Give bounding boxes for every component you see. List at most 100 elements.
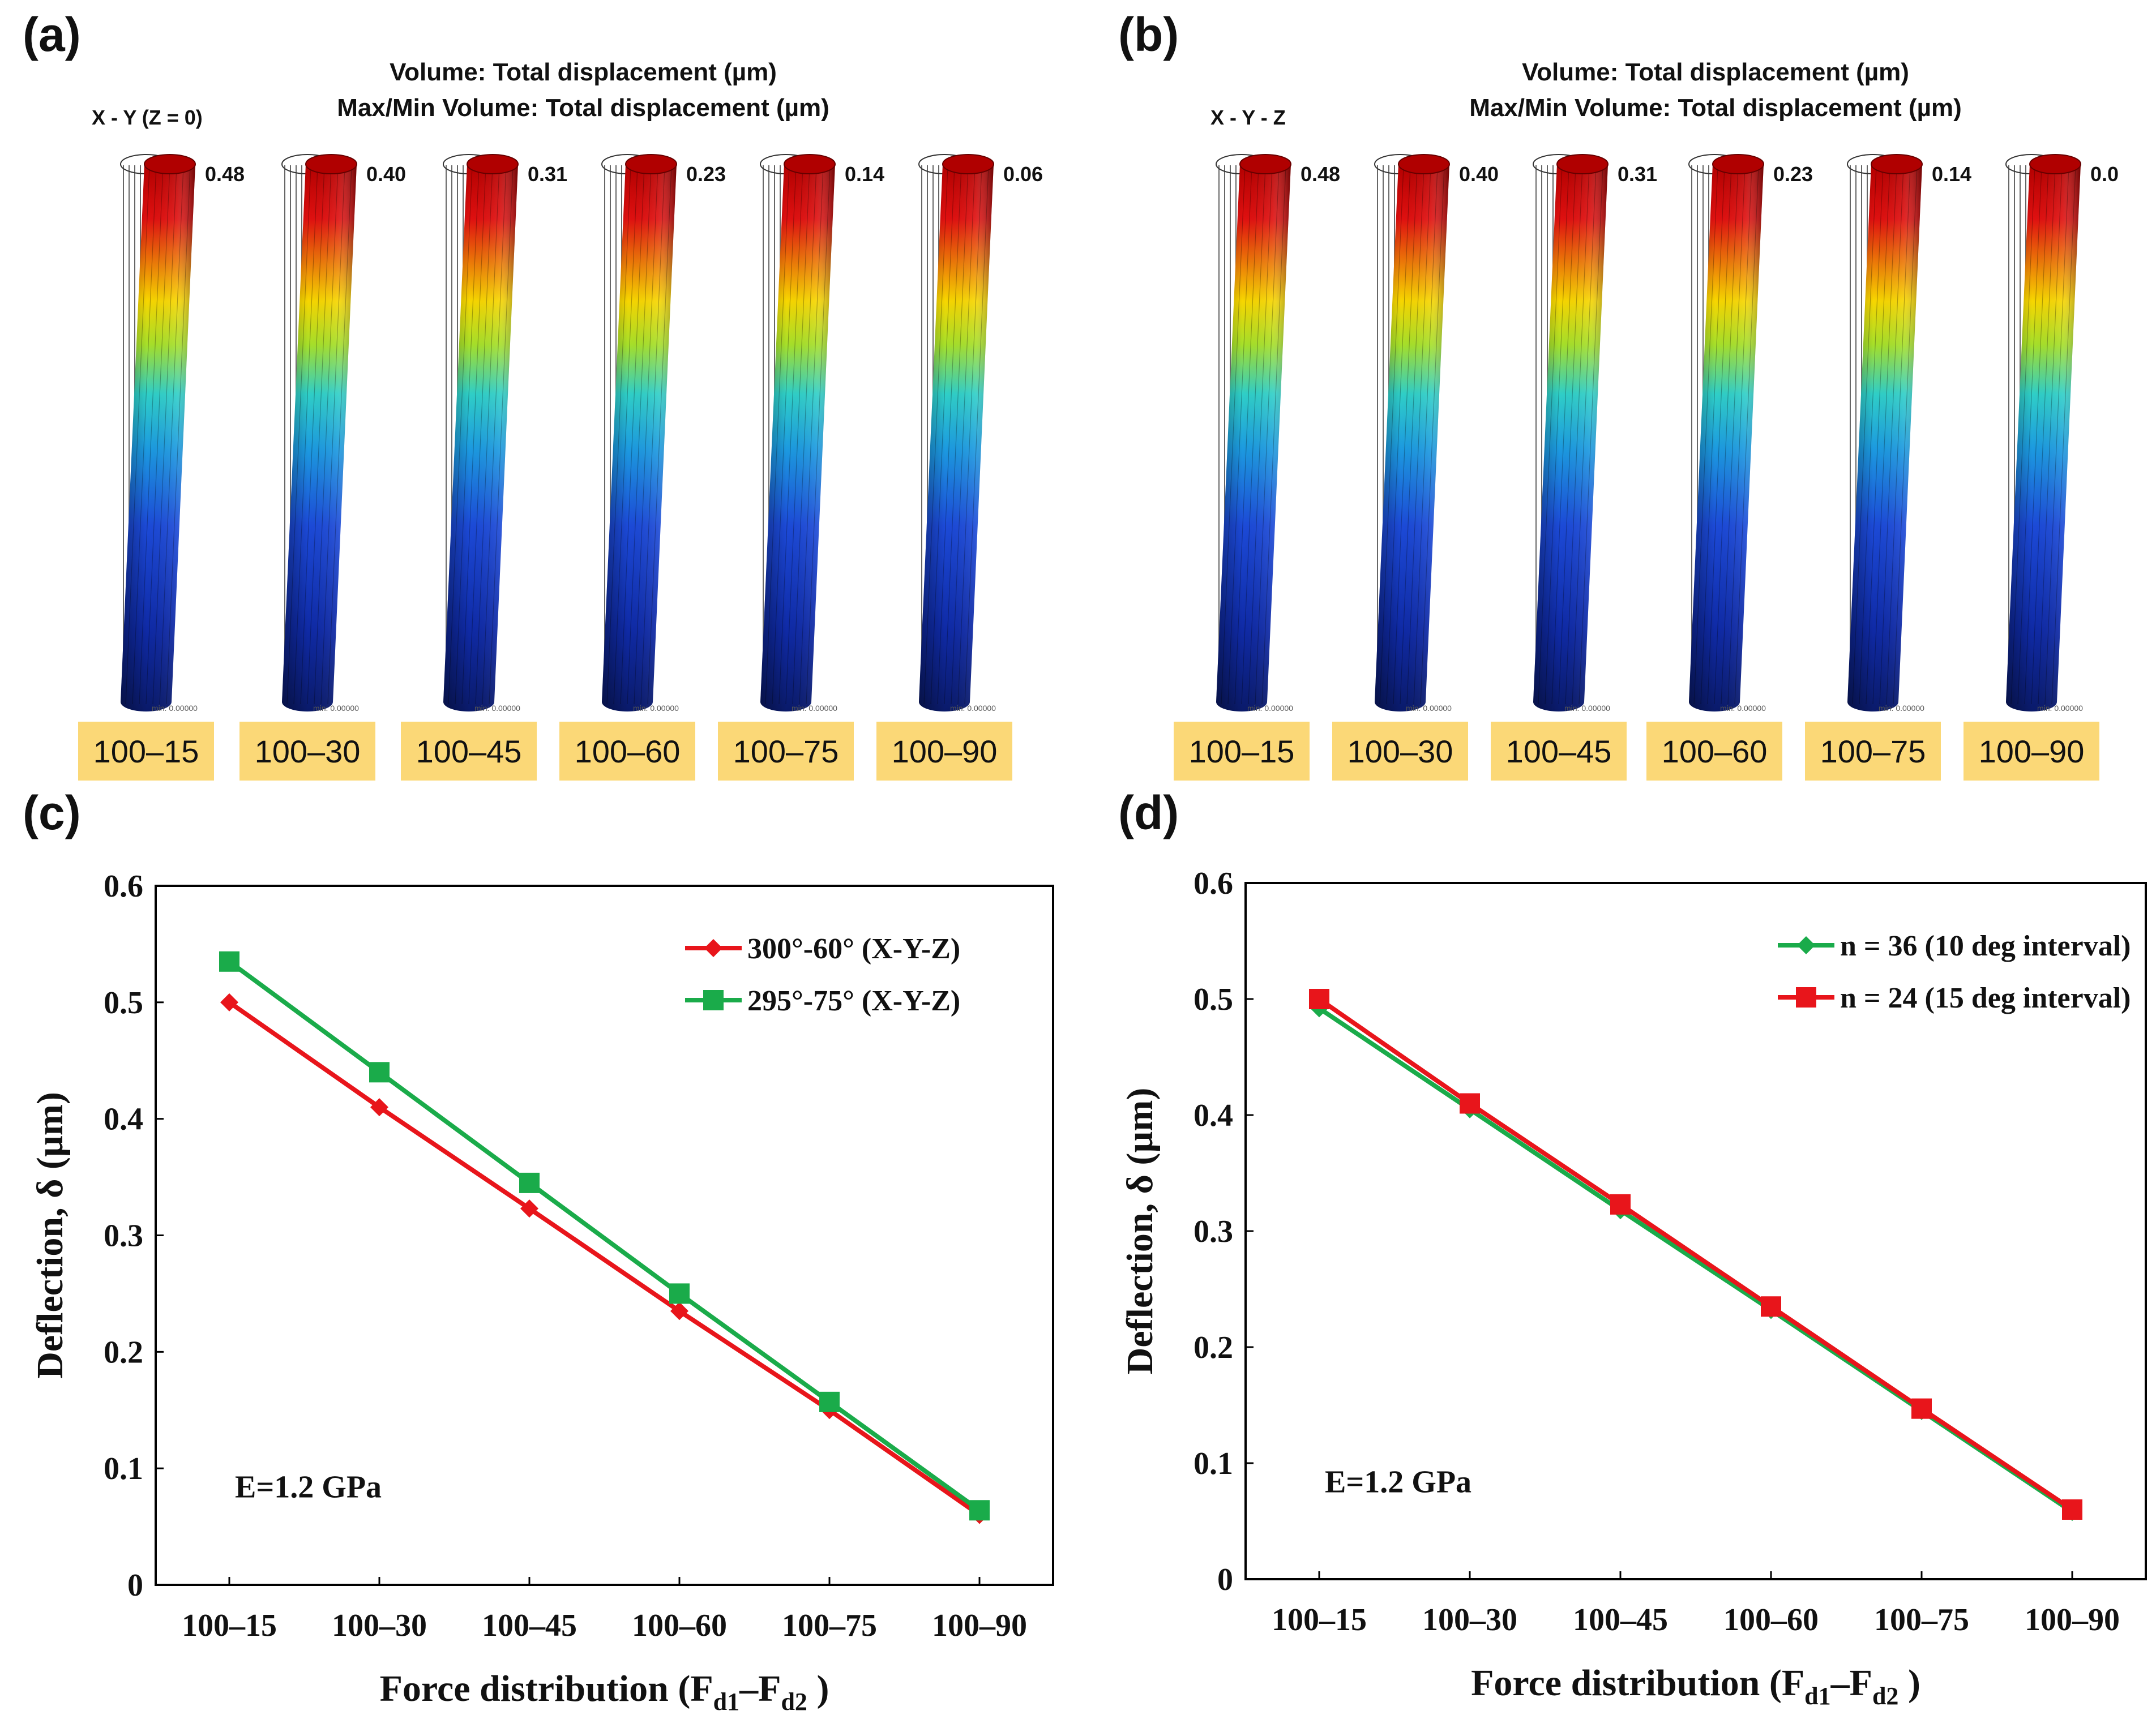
- legend: 300°-60° (X-Y-Z) 295°-75° (X-Y-Z): [685, 933, 960, 1017]
- min-value-label: min: 0.00000: [1879, 704, 1924, 713]
- data-point: [1610, 1194, 1631, 1215]
- x-tick-label: 100–45: [482, 1608, 577, 1643]
- min-value-label: min: 0.00000: [2037, 704, 2083, 713]
- cylinder-top: [784, 154, 836, 174]
- y-tick-label: 0.1: [104, 1451, 143, 1486]
- y-axis-label: Deflection, δ (µm): [29, 1092, 71, 1379]
- panel-label-c: (c): [23, 786, 81, 839]
- legend-item-1: n = 36 (10 deg interval): [1778, 930, 2131, 962]
- chart-c: 0 0.1 0.2 0.3 0.4 0.5 0.6 100–15 100–30 100–45 100…: [29, 869, 1054, 1716]
- min-value-label: min: 0.00000: [950, 704, 996, 713]
- case-label-4: 100–60: [1646, 722, 1782, 781]
- min-value-label: min: 0.00000: [792, 704, 837, 713]
- case-label-3: 100–45: [1491, 722, 1627, 781]
- cylinder-b-1: 0.48 min: 0.00000 100–15: [1174, 154, 1340, 781]
- cylinder-top: [1398, 154, 1450, 174]
- legend-label: n = 24 (15 deg interval): [1840, 982, 2131, 1014]
- max-value-label: 0.06: [1003, 162, 1043, 186]
- x-axis-label: Force distribution (Fd1–Fd2 ): [380, 1668, 829, 1716]
- cylinder-top: [1556, 154, 1609, 174]
- case-text: 100–30: [1348, 734, 1453, 769]
- case-label-1: 100–15: [1174, 722, 1310, 781]
- min-value-label: min: 0.00000: [474, 704, 520, 713]
- data-point: [220, 993, 238, 1011]
- legend-item-1: 300°-60° (X-Y-Z): [685, 933, 960, 965]
- y-tick-label: 0.4: [104, 1102, 143, 1137]
- max-value-label: 0.23: [686, 162, 726, 186]
- data-point: [1460, 1093, 1480, 1114]
- x-tick-label: 100–90: [932, 1608, 1027, 1643]
- y-tick-label: 0.4: [1194, 1098, 1233, 1133]
- panel-d: (d) 0 0.1 0.2 0.3 0.4 0.5 0.6 100–15 100–30 100–4…: [1118, 786, 2147, 1710]
- x-tick-label: 100–15: [1272, 1602, 1367, 1637]
- data-point: [1309, 989, 1329, 1009]
- max-value-label: 0.23: [1773, 162, 1813, 186]
- y-axis-label: Deflection, δ (µm): [1119, 1088, 1161, 1375]
- cylinder-b-2: 0.40 min: 0.00000 100–30: [1332, 154, 1499, 781]
- panel-label-d: (d): [1118, 786, 1179, 839]
- data-point: [1761, 1296, 1781, 1317]
- header-line1-b: Volume: Total displacement (µm): [1522, 58, 1909, 86]
- cylinder-top: [467, 154, 519, 174]
- view-label-a: X - Y (Z = 0): [92, 106, 203, 129]
- cylinder-row-a: 0.48 min: 0.00000 100–15 0.40 min: 0.00000 10…: [78, 154, 1043, 781]
- case-text: 100–45: [1506, 734, 1612, 769]
- y-tick-label: 0.3: [1194, 1214, 1233, 1249]
- cylinder-a-1: 0.48 min: 0.00000 100–15: [78, 154, 245, 781]
- legend-label: 295°-75° (X-Y-Z): [747, 985, 960, 1017]
- cylinder-a-6: 0.06 min: 0.00000 100–90: [876, 154, 1043, 781]
- x-tick-label: 100–30: [332, 1608, 427, 1643]
- series-2: [1309, 989, 2082, 1520]
- max-value-label: 0.48: [205, 162, 245, 186]
- data-point: [369, 1062, 390, 1083]
- data-point: [670, 1302, 688, 1321]
- legend-label: 300°-60° (X-Y-Z): [747, 933, 960, 965]
- cylinder-b-3: 0.31 min: 0.00000 100–45: [1491, 154, 1657, 781]
- y-tick-label: 0: [127, 1568, 143, 1603]
- cylinder-top: [144, 154, 196, 174]
- view-label-b: X - Y - Z: [1210, 106, 1286, 129]
- case-text: 100–90: [1979, 734, 2085, 769]
- panel-label-b: (b): [1118, 8, 1179, 61]
- max-value-label: 0.40: [1459, 162, 1499, 186]
- header-line1-a: Volume: Total displacement (µm): [390, 58, 777, 86]
- case-text: 100–15: [93, 734, 199, 769]
- data-point: [519, 1172, 540, 1193]
- legend-item-2: n = 24 (15 deg interval): [1778, 982, 2131, 1014]
- series-line: [228, 959, 981, 1512]
- case-label-1: 100–15: [78, 722, 214, 781]
- series-line: [1317, 997, 2074, 1512]
- x-tick-label: 100–90: [2025, 1602, 2120, 1637]
- case-label-2: 100–30: [239, 722, 375, 781]
- case-label-6: 100–90: [876, 722, 1012, 781]
- case-text: 100–90: [892, 734, 998, 769]
- case-text: 100–75: [1820, 734, 1926, 769]
- header-line2-b: Max/Min Volume: Total displacement (µm): [1469, 94, 1962, 122]
- x-tick-label: 100–75: [782, 1608, 877, 1643]
- series-1: [220, 993, 989, 1524]
- legend-item-2: 295°-75° (X-Y-Z): [685, 985, 960, 1017]
- annotation-modulus: E=1.2 GPa: [1325, 1464, 1471, 1499]
- max-value-label: 0.14: [845, 162, 884, 186]
- min-value-label: min: 0.00000: [1247, 704, 1293, 713]
- cylinder-b-4: 0.23 min: 0.00000 100–60: [1646, 154, 1813, 781]
- data-point: [1911, 1398, 1932, 1419]
- x-tick-label: 100–60: [1723, 1602, 1819, 1637]
- cylinder-a-2: 0.40 min: 0.00000 100–30: [239, 154, 406, 781]
- case-label-5: 100–75: [718, 722, 854, 781]
- case-text: 100–15: [1189, 734, 1295, 769]
- x-axis-label: Force distribution (Fd1–Fd2 ): [1471, 1662, 1920, 1710]
- y-tick-label: 0.5: [104, 985, 143, 1021]
- header-line2-a: Max/Min Volume: Total displacement (µm): [337, 94, 829, 122]
- panel-a: (a) Volume: Total displacement (µm) Max/…: [23, 8, 1043, 781]
- min-value-label: min: 0.00000: [313, 704, 359, 713]
- cylinder-top: [625, 154, 677, 174]
- data-point: [969, 1500, 990, 1521]
- min-value-label: min: 0.00000: [633, 704, 679, 713]
- panel-label-a: (a): [23, 8, 81, 61]
- legend: n = 36 (10 deg interval) n = 24 (15 deg i…: [1778, 930, 2131, 1014]
- cylinder-top: [305, 154, 357, 174]
- data-point: [669, 1283, 690, 1304]
- case-label-3: 100–45: [401, 722, 537, 781]
